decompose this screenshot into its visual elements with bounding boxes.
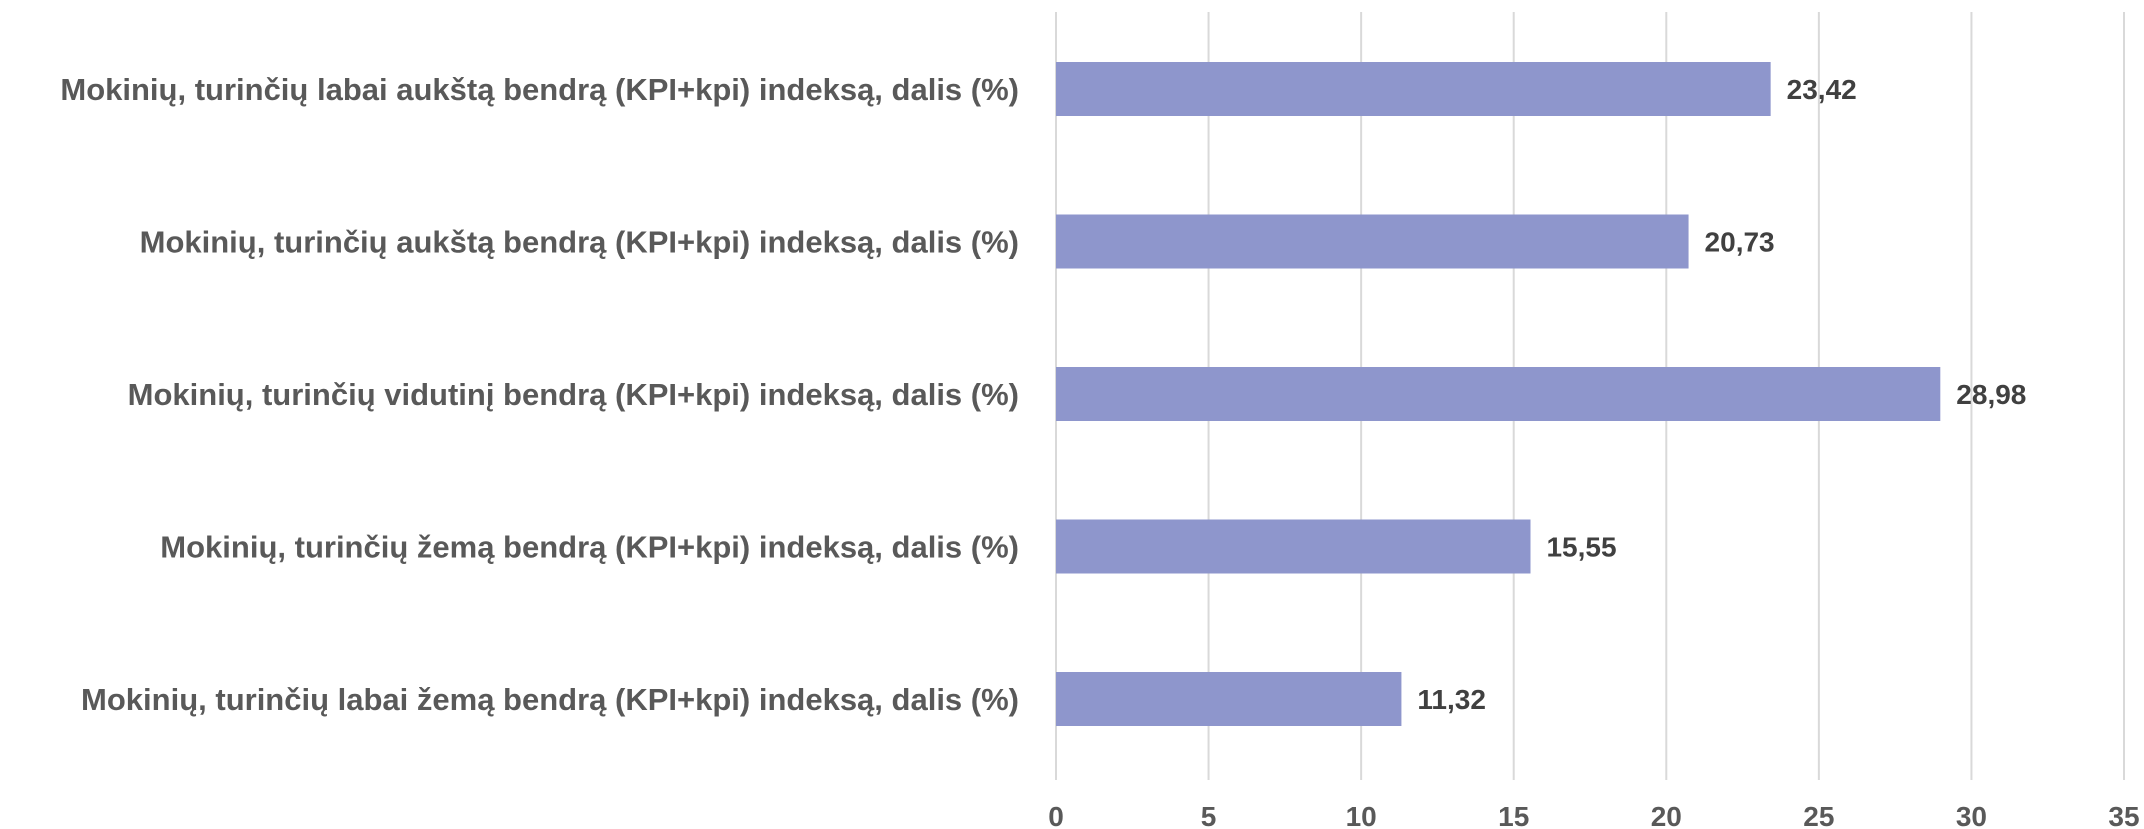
x-tick-label: 5 (1201, 801, 1217, 829)
x-tick-label: 15 (1498, 801, 1529, 829)
category-labels: Mokinių, turinčių labai aukštą bendrą (K… (60, 72, 1019, 717)
category-label: Mokinių, turinčių labai aukštą bendrą (K… (60, 72, 1019, 107)
data-label: 20,73 (1705, 227, 1775, 258)
bar (1056, 672, 1402, 726)
x-tick-label: 30 (1956, 801, 1987, 829)
data-labels: 23,42 20,73 28,98 15,55 11,32 (1417, 74, 2026, 715)
x-tick-label: 25 (1803, 801, 1834, 829)
category-label: Mokinių, turinčių labai žemą bendrą (KPI… (81, 682, 1019, 717)
bar (1056, 62, 1771, 116)
x-axis-tick-labels: 0 5 10 15 20 25 30 35 (1048, 801, 2139, 829)
bars (1056, 62, 1941, 726)
category-label: Mokinių, turinčių aukštą bendrą (KPI+kpi… (140, 225, 1019, 260)
category-label: Mokinių, turinčių žemą bendrą (KPI+kpi) … (160, 530, 1019, 565)
data-label: 23,42 (1787, 74, 1857, 105)
data-label: 15,55 (1546, 532, 1616, 563)
category-label: Mokinių, turinčių vidutinį bendrą (KPI+k… (128, 377, 1019, 412)
data-label: 11,32 (1417, 684, 1486, 715)
bar (1056, 367, 1941, 421)
x-tick-label: 35 (2108, 801, 2139, 829)
data-label: 28,98 (1956, 379, 2026, 410)
x-tick-label: 0 (1048, 801, 1064, 829)
x-tick-label: 20 (1651, 801, 1682, 829)
bar (1056, 214, 1689, 269)
bar (1056, 519, 1531, 574)
x-tick-label: 10 (1346, 801, 1377, 829)
